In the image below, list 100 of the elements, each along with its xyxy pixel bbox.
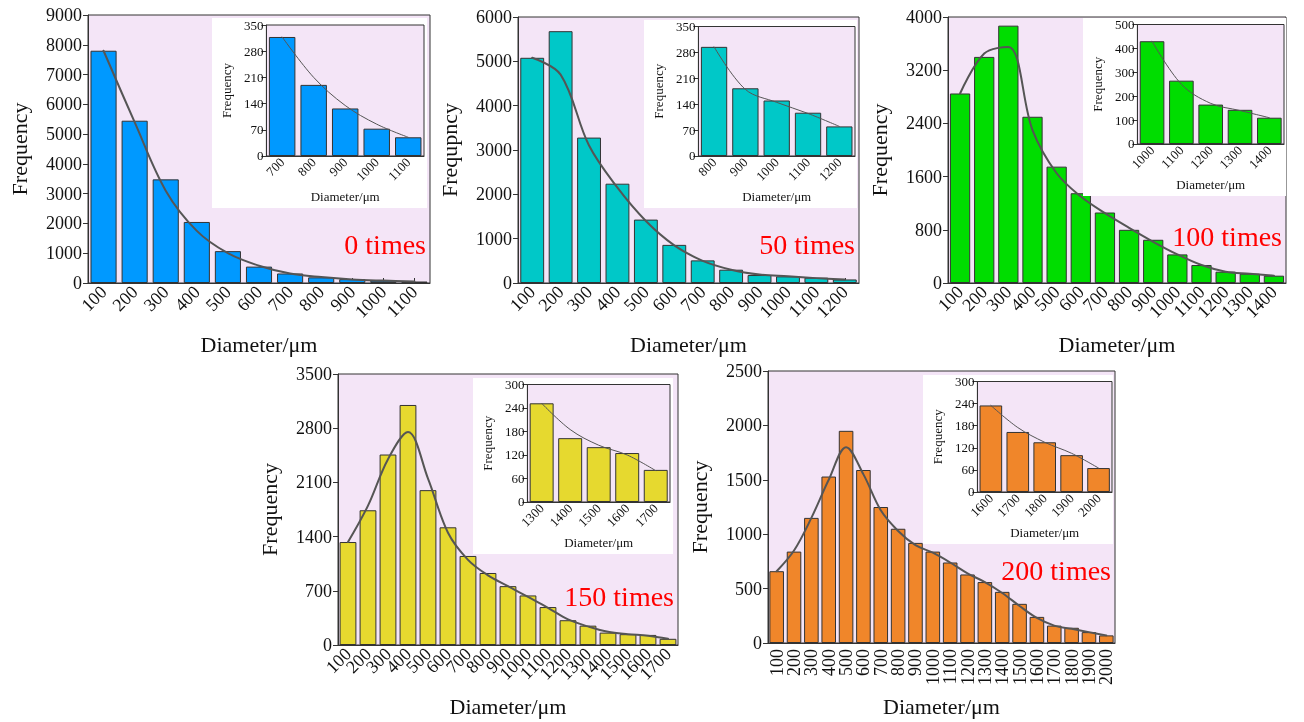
x-tick-label: 200: [108, 281, 142, 316]
y-tick-label: 2000: [726, 415, 762, 436]
y-axis-title: Frequency: [6, 102, 32, 196]
y-tick-label: 5000: [476, 51, 512, 72]
y-tick-label: 0: [256, 148, 264, 164]
x-tick-label: 500: [201, 281, 235, 316]
annotation: 150 times: [564, 580, 674, 612]
x-axis-title: Diameter/μm: [1010, 525, 1080, 540]
y-tick-label: 140: [675, 96, 696, 112]
y-tick-label: 70: [250, 122, 264, 138]
y-tick-label: 0: [517, 494, 525, 510]
y-tick-label: 0: [753, 633, 762, 653]
y-tick-label: 7000: [46, 64, 82, 85]
y-tick-label: 100: [1114, 112, 1135, 128]
y-tick-label: 300: [954, 374, 975, 389]
y-tick-label: 4000: [46, 153, 82, 174]
annotation: 200 times: [1001, 554, 1111, 586]
y-tick-label: 0: [967, 484, 975, 500]
y-axis-title: Frequpncy: [436, 102, 462, 198]
y-tick-label: 240: [504, 400, 525, 416]
y-tick-label: 120: [954, 440, 975, 456]
y-tick-label: 350: [675, 19, 696, 34]
y-axis-title: Frequency: [1090, 56, 1105, 112]
y-tick-label: 3200: [906, 60, 942, 81]
y-tick-label: 240: [954, 396, 975, 412]
y-tick-label: 180: [954, 418, 975, 434]
x-tick-label: 900: [726, 154, 751, 180]
y-tick-label: 140: [243, 96, 264, 112]
y-tick-label: 0: [933, 273, 942, 293]
y-tick-label: 210: [243, 69, 264, 85]
line-series: [281, 36, 409, 138]
y-tick-label: 0: [688, 148, 696, 164]
y-axis-title: Frequency: [930, 408, 945, 465]
x-axis-title: Diameter/μm: [564, 535, 634, 550]
y-tick-label: 210: [675, 70, 696, 86]
y-axis-title: Frequency: [256, 463, 282, 556]
y-tick-label: 2100: [296, 472, 332, 493]
y-tick-label: 1000: [476, 228, 512, 249]
y-tick-label: 1000: [46, 243, 82, 264]
y-tick-label: 4000: [476, 95, 512, 116]
y-tick-label: 60: [511, 471, 525, 486]
y-tick-label: 2000: [46, 213, 82, 234]
y-tick-label: 180: [504, 424, 525, 439]
annotation: 0 times: [344, 228, 426, 260]
line-series: [713, 46, 840, 127]
y-tick-label: 6000: [46, 94, 82, 115]
y-tick-label: 280: [243, 43, 264, 59]
y-tick-label: 3000: [476, 140, 512, 160]
y-axis-title: Frequency: [480, 415, 495, 471]
y-tick-label: 300: [1114, 64, 1135, 80]
y-tick-label: 1000: [726, 524, 762, 545]
y-tick-label: 60: [961, 462, 975, 478]
x-tick-label: 900: [326, 154, 351, 180]
x-axis-title: Diameter/μm: [1176, 177, 1246, 192]
x-tick-label: 300: [139, 281, 173, 316]
y-tick-label: 280: [675, 44, 696, 60]
y-tick-label: 4000: [906, 7, 942, 27]
y-tick-label: 9000: [46, 5, 82, 25]
y-tick-label: 2400: [906, 113, 942, 134]
y-tick-label: 120: [504, 447, 525, 463]
x-axis-title: Diameter/μm: [630, 331, 747, 357]
y-tick-label: 8000: [46, 34, 82, 55]
y-tick-label: 1400: [296, 526, 332, 547]
y-tick-label: 0: [323, 635, 332, 655]
y-tick-label: 400: [1114, 40, 1135, 56]
x-tick-label: 600: [232, 281, 267, 316]
y-tick-label: 70: [682, 122, 696, 138]
line-series: [1151, 40, 1270, 119]
y-tick-label: 2500: [726, 361, 762, 381]
y-axis-title: Frequency: [866, 103, 892, 197]
x-tick-label: 100: [766, 649, 787, 676]
y-axis-title: Frequency: [219, 62, 234, 118]
x-axis-title: Diameter/μm: [1058, 331, 1176, 357]
line-series: [990, 404, 1100, 469]
x-axis-title: Diameter/μm: [883, 693, 1000, 719]
y-tick-label: 3500: [296, 364, 332, 384]
x-axis-title: Diameter/μm: [310, 189, 380, 204]
y-tick-label: 700: [305, 580, 332, 601]
y-tick-label: 500: [1114, 17, 1135, 32]
y-tick-label: 800: [915, 219, 942, 240]
x-tick-label: 800: [704, 281, 739, 316]
annotation: 100 times: [1172, 220, 1282, 252]
x-tick-label: 1100: [784, 154, 814, 184]
x-axis-title: Diameter/μm: [449, 693, 567, 719]
y-tick-label: 500: [735, 578, 762, 599]
x-tick-label: 400: [170, 281, 204, 316]
y-tick-label: 5000: [46, 124, 82, 145]
y-tick-label: 200: [1114, 88, 1135, 104]
y-tick-label: 1500: [726, 469, 762, 490]
y-tick-label: 2800: [296, 418, 332, 439]
x-axis-title: Diameter/μm: [200, 331, 318, 357]
annotation: 50 times: [759, 228, 855, 260]
y-tick-label: 0: [503, 273, 512, 293]
y-tick-label: 0: [1127, 136, 1135, 152]
y-tick-label: 0: [73, 273, 82, 293]
y-tick-label: 6000: [476, 7, 512, 27]
y-tick-label: 3000: [46, 183, 82, 204]
y-tick-label: 2000: [476, 184, 512, 205]
x-axis-title: Diameter/μm: [742, 189, 812, 204]
y-tick-label: 300: [504, 377, 525, 392]
